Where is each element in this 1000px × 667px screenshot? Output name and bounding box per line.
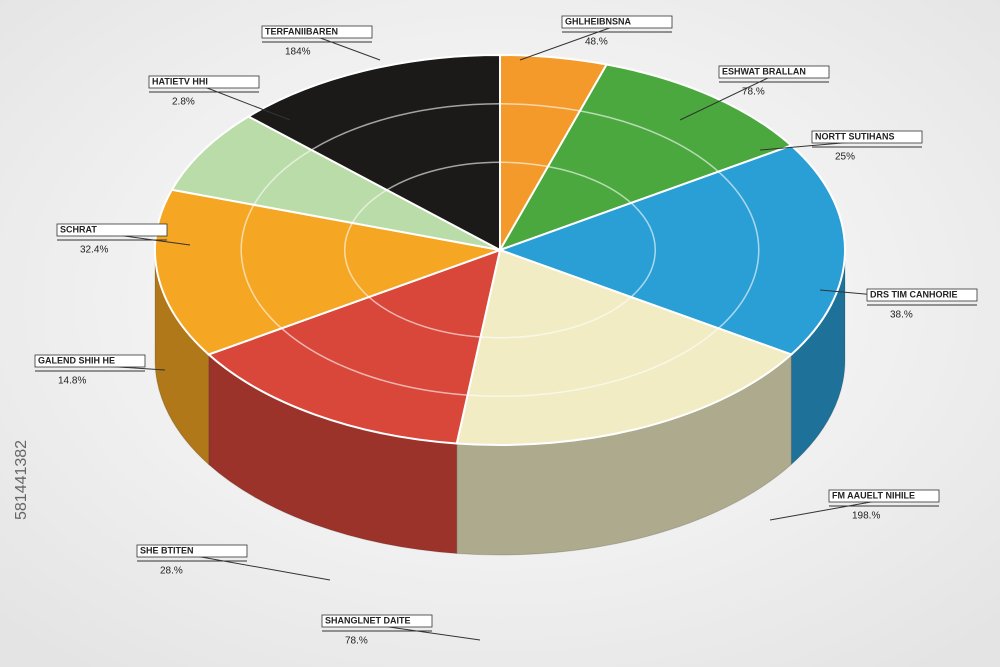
callout: SHANGLNET DAITE 78.%	[321, 614, 481, 647]
callout-box	[321, 614, 433, 628]
callout: NORTT SUTIHANS 25%	[759, 130, 923, 163]
slice-ring	[351, 189, 388, 224]
slice-ring	[547, 165, 632, 204]
callout-value: 184%	[285, 47, 311, 58]
callout-label: SHE BTITEN	[140, 545, 194, 555]
leader-line	[314, 35, 381, 61]
callout-box	[828, 489, 940, 503]
callout: ESHWAT BRALLAN 78.%	[679, 65, 830, 121]
callout-box	[561, 15, 673, 29]
callout-value: 14.8%	[58, 376, 86, 387]
callout-value: 78.%	[345, 636, 368, 647]
callout: GHLHEIBNSNA 48.%	[519, 15, 673, 61]
callout: SCHRAT 32.4%	[56, 223, 191, 256]
callout-value: 38.%	[890, 310, 913, 321]
callout-label: NORTT SUTIHANS	[815, 131, 895, 141]
leader-line	[679, 75, 773, 121]
callout: HATIETV HHI 2.8%	[148, 75, 291, 121]
callout-box	[34, 354, 146, 368]
callout: TERFANIIBAREN 184%	[261, 25, 381, 61]
slice-ring	[630, 202, 656, 298]
callout-box	[811, 130, 923, 144]
pie-slice	[497, 63, 794, 252]
callout-label: SCHRAT	[60, 224, 97, 234]
pie-slice	[455, 248, 794, 446]
slice-ring	[368, 296, 481, 338]
callout-value: 32.4%	[80, 245, 108, 256]
pie-slice	[246, 53, 501, 252]
callout-label: ESHWAT BRALLAN	[722, 66, 806, 76]
slice-ring	[240, 204, 283, 329]
callout-label: GALEND SHIH HE	[38, 355, 115, 365]
slice-ring	[717, 171, 760, 329]
callout: DRS TIM CANHORIE 38.%	[819, 288, 978, 321]
callout-label: DRS TIM CANHORIE	[870, 289, 958, 299]
leader-line	[374, 624, 481, 641]
pie-slice	[170, 115, 501, 251]
callout-label: TERFANIIBAREN	[265, 26, 338, 36]
slice-ring	[499, 161, 549, 168]
pie-slice	[206, 248, 502, 445]
callout-box	[56, 223, 168, 237]
slice-ring	[386, 161, 501, 191]
slice-ring	[467, 327, 719, 397]
slice-ring	[344, 222, 370, 298]
callout: FM AAUELT NIHILE 198.%	[769, 489, 940, 522]
callout-value: 198.%	[852, 511, 880, 522]
callout-box	[261, 25, 373, 39]
callout-box	[136, 544, 248, 558]
slice-ring	[480, 296, 632, 339]
slice-ring	[499, 103, 581, 112]
callout-value: 28.%	[160, 566, 183, 577]
slice-ring	[579, 110, 719, 173]
callout: GALEND SHIH HE 14.8%	[34, 354, 166, 387]
callout-value: 48.%	[585, 37, 608, 48]
callout-value: 2.8%	[172, 97, 195, 108]
callout-label: HATIETV HHI	[152, 76, 208, 86]
slice-ring	[310, 103, 501, 151]
callout-box	[148, 75, 260, 89]
pie-slice	[154, 188, 504, 356]
slice-ring	[253, 149, 312, 206]
callout-label: FM AAUELT NIHILE	[832, 490, 915, 500]
callout: SHE BTITEN 28.%	[136, 544, 331, 581]
callout-value: 78.%	[742, 87, 765, 98]
callout-box	[718, 65, 830, 79]
leader-line	[189, 554, 331, 581]
callout-box	[866, 288, 978, 302]
callout-label: GHLHEIBNSNA	[565, 16, 632, 26]
watermark: 581441382	[13, 440, 30, 520]
callout-value: 25%	[835, 152, 855, 163]
slice-ring	[281, 327, 468, 396]
leader-line	[769, 499, 883, 521]
pie-slice	[497, 144, 846, 356]
callout-label: SHANGLNET DAITE	[325, 615, 411, 625]
